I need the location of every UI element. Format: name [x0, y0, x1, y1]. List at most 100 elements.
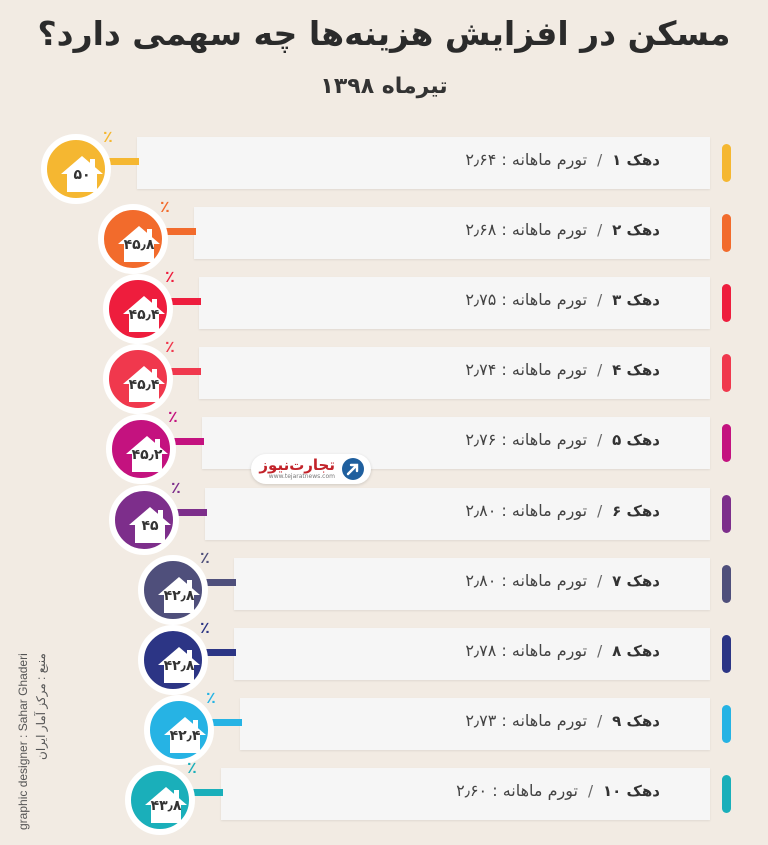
chart-subtitle: تیرماه ۱۳۹۸ [320, 74, 448, 99]
housing-share-badge: ۴۵٫۲ [106, 414, 176, 484]
logo-name: تجارت‌نیوز [259, 456, 335, 474]
decile-color-marker [722, 144, 731, 182]
decile-row: دهک ۴ / تورم ماهانه : ۲٫۷۴ ۴۵٫۴ ٪ [0, 337, 768, 414]
house-icon [118, 226, 160, 262]
decile-row: دهک ۲ / تورم ماهانه : ۲٫۶۸ ۴۵٫۸ ٪ [0, 197, 768, 274]
decile-name: دهک ۳ [612, 291, 660, 309]
housing-share-badge: ۴۵٫۴ [103, 274, 173, 344]
decile-label: دهک ۵ / تورم ماهانه : ۲٫۷۶ [465, 430, 660, 449]
decile-label: دهک ۱۰ / تورم ماهانه : ۲٫۶۰ [456, 781, 660, 800]
decile-bar: دهک ۱۰ / تورم ماهانه : ۲٫۶۰ [221, 768, 731, 820]
house-icon [123, 296, 165, 332]
percent-sign: ٪ [200, 618, 210, 637]
monthly-inflation-label: تورم ماهانه : ۲٫۷۶ [465, 430, 588, 449]
housing-share-value: ۴۲٫۸ [163, 588, 195, 604]
share-connector [175, 509, 207, 516]
housing-share-value: ۴۳٫۸ [150, 798, 182, 814]
share-connector [204, 579, 236, 586]
decile-color-marker [722, 705, 731, 743]
decile-row: دهک ۶ / تورم ماهانه : ۲٫۸۰ ۴۵ ٪ [0, 478, 768, 555]
source-credit: منبع : مرکز آمار ایران [34, 653, 48, 760]
share-connector [107, 158, 139, 165]
percent-sign: ٪ [160, 197, 170, 216]
logo-arrow-icon [342, 458, 364, 480]
decile-name: دهک ۶ [612, 502, 660, 520]
house-icon [164, 717, 206, 753]
separator: / [597, 572, 603, 590]
share-connector [169, 298, 201, 305]
share-connector [191, 789, 223, 796]
share-connector [169, 368, 201, 375]
housing-share-badge: ۴۲٫۸ [138, 625, 208, 695]
decile-row: دهک ۵ / تورم ماهانه : ۲٫۷۶ ۴۵٫۲ ٪ [0, 407, 768, 484]
decile-bar: دهک ۲ / تورم ماهانه : ۲٫۶۸ [194, 207, 731, 259]
decile-color-marker [722, 775, 731, 813]
housing-share-value: ۴۵٫۸ [123, 237, 155, 253]
decile-label: دهک ۳ / تورم ماهانه : ۲٫۷۵ [465, 290, 660, 309]
decile-label: دهک ۲ / تورم ماهانه : ۲٫۶۸ [465, 220, 660, 239]
housing-share-value: ۴۲٫۴ [169, 728, 201, 744]
decile-row: دهک ۹ / تورم ماهانه : ۲٫۷۳ ۴۲٫۴ ٪ [0, 688, 768, 765]
decile-row: دهک ۷ / تورم ماهانه : ۲٫۸۰ ۴۲٫۸ ٪ [0, 548, 768, 625]
share-connector [172, 438, 204, 445]
house-icon [145, 787, 187, 823]
decile-color-marker [722, 284, 731, 322]
decile-bar: دهک ۱ / تورم ماهانه : ۲٫۶۴ [137, 137, 731, 189]
monthly-inflation-label: تورم ماهانه : ۲٫۶۴ [465, 150, 588, 169]
housing-share-value: ۴۵٫۲ [131, 447, 163, 463]
monthly-inflation-label: تورم ماهانه : ۲٫۶۰ [456, 781, 578, 800]
designer-credit: graphic designer : Sahar Ghaderi [16, 653, 30, 830]
decile-row: دهک ۸ / تورم ماهانه : ۲٫۷۸ ۴۲٫۸ ٪ [0, 618, 768, 695]
monthly-inflation-label: تورم ماهانه : ۲٫۸۰ [465, 571, 588, 590]
percent-sign: ٪ [168, 407, 178, 426]
decile-bar: دهک ۷ / تورم ماهانه : ۲٫۸۰ [234, 558, 731, 610]
monthly-inflation-label: تورم ماهانه : ۲٫۶۸ [465, 220, 588, 239]
house-icon [123, 366, 165, 402]
decile-color-marker [722, 495, 731, 533]
separator: / [597, 431, 603, 449]
percent-sign: ٪ [103, 127, 113, 146]
decile-name: دهک ۴ [612, 361, 660, 379]
housing-share-badge: ۴۲٫۴ [144, 695, 214, 765]
house-icon [158, 647, 200, 683]
decile-color-marker [722, 214, 731, 252]
housing-share-value: ۴۵٫۴ [128, 307, 160, 323]
decile-name: دهک ۲ [612, 221, 660, 239]
separator: / [597, 221, 603, 239]
decile-label: دهک ۷ / تورم ماهانه : ۲٫۸۰ [465, 571, 660, 590]
decile-name: دهک ۱۰ [603, 782, 660, 800]
house-icon [129, 507, 171, 543]
monthly-inflation-label: تورم ماهانه : ۲٫۷۴ [465, 360, 588, 379]
decile-label: دهک ۶ / تورم ماهانه : ۲٫۸۰ [465, 501, 660, 520]
percent-sign: ٪ [187, 758, 197, 777]
housing-share-value: ۴۵ [141, 518, 159, 534]
separator: / [597, 291, 603, 309]
decile-row: دهک ۳ / تورم ماهانه : ۲٫۷۵ ۴۵٫۴ ٪ [0, 267, 768, 344]
decile-bar: دهک ۶ / تورم ماهانه : ۲٫۸۰ [205, 488, 731, 540]
monthly-inflation-label: تورم ماهانه : ۲٫۷۳ [465, 711, 588, 730]
housing-share-badge: ۴۳٫۸ [125, 765, 195, 835]
decile-label: دهک ۱ / تورم ماهانه : ۲٫۶۴ [465, 150, 660, 169]
separator: / [597, 712, 603, 730]
decile-row: دهک ۱۰ / تورم ماهانه : ۲٫۶۰ ۴۳٫۸ ٪ [0, 758, 768, 835]
decile-color-marker [722, 565, 731, 603]
share-connector [210, 719, 242, 726]
logo-url: www.tejaratnews.com [268, 473, 335, 480]
house-icon [158, 577, 200, 613]
decile-bar: دهک ۸ / تورم ماهانه : ۲٫۷۸ [234, 628, 731, 680]
decile-label: دهک ۹ / تورم ماهانه : ۲٫۷۳ [465, 711, 660, 730]
decile-label: دهک ۴ / تورم ماهانه : ۲٫۷۴ [465, 360, 660, 379]
decile-row: دهک ۱ / تورم ماهانه : ۲٫۶۴ ۵۰ ٪ [0, 127, 768, 204]
percent-sign: ٪ [171, 478, 181, 497]
monthly-inflation-label: تورم ماهانه : ۲٫۷۵ [465, 290, 588, 309]
house-icon [126, 436, 168, 472]
decile-label: دهک ۸ / تورم ماهانه : ۲٫۷۸ [465, 641, 660, 660]
chart-title: مسکن در افزایش هزینه‌ها چه سهمی دارد؟ [37, 14, 731, 53]
share-connector [164, 228, 196, 235]
credits: graphic designer : Sahar Ghaderi منبع : … [14, 653, 50, 830]
decile-name: دهک ۸ [612, 642, 660, 660]
monthly-inflation-label: تورم ماهانه : ۲٫۸۰ [465, 501, 588, 520]
housing-share-badge: ۵۰ [41, 134, 111, 204]
decile-bar: دهک ۴ / تورم ماهانه : ۲٫۷۴ [199, 347, 731, 399]
housing-share-value: ۴۵٫۴ [128, 377, 160, 393]
